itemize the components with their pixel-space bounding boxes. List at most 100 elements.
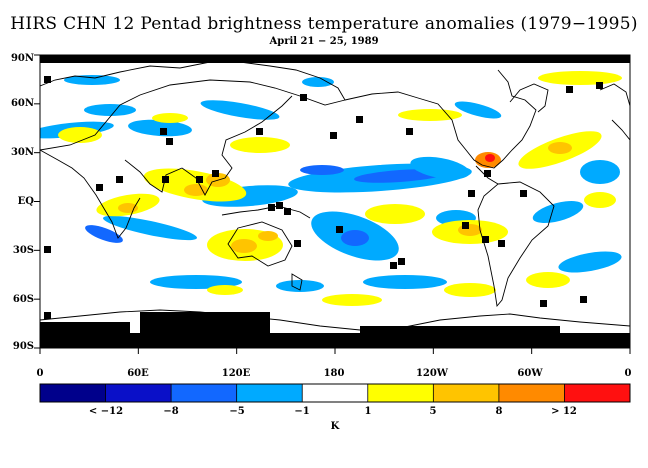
anomaly-patch xyxy=(365,204,425,224)
missing-data-cell xyxy=(468,190,475,197)
missing-data-cell xyxy=(196,176,203,183)
missing-data-cells xyxy=(40,55,630,348)
anomaly-patch xyxy=(454,101,502,119)
missing-data-cell xyxy=(44,246,51,253)
missing-data-cell xyxy=(484,170,491,177)
colorbar-swatch xyxy=(433,384,500,402)
missing-data-cell xyxy=(482,236,489,243)
anomaly-patch xyxy=(200,100,280,120)
anomaly-patch xyxy=(444,283,496,297)
anomaly-patch xyxy=(584,192,616,208)
lat-label-30s: 30S xyxy=(12,245,34,256)
missing-data-cell xyxy=(356,116,363,123)
lat-label-30n: 30N xyxy=(10,147,34,158)
colorbar-label-6: 5 xyxy=(429,406,437,417)
anomaly-patch xyxy=(398,109,462,121)
missing-data-cell xyxy=(160,128,167,135)
anomaly-patch xyxy=(548,142,572,154)
colorbar-swatch xyxy=(367,384,434,402)
lon-label-60w: 60W xyxy=(517,368,543,379)
lat-label-eq: EQ xyxy=(17,196,34,207)
missing-data-cell xyxy=(540,300,547,307)
lon-label-0: 0 xyxy=(36,368,44,379)
missing-data-cell xyxy=(330,132,337,139)
missing-data-cell xyxy=(284,208,291,215)
colorbar-label-4: −1 xyxy=(294,406,310,417)
missing-data-cell xyxy=(406,128,413,135)
missing-data-band xyxy=(40,322,130,334)
missing-data-band xyxy=(40,333,630,348)
missing-data-cell xyxy=(520,190,527,197)
anomaly-patch xyxy=(152,113,188,123)
missing-data-cell xyxy=(398,258,405,265)
anomaly-patch xyxy=(207,285,243,295)
missing-data-cell xyxy=(116,176,123,183)
missing-data-cell xyxy=(390,262,397,269)
anomaly-patch xyxy=(526,272,570,288)
missing-data-cell xyxy=(498,240,505,247)
colorbar-label-2: −8 xyxy=(163,406,179,417)
colorbar-swatch xyxy=(564,384,631,402)
missing-data-cell xyxy=(44,312,51,319)
colorbar-swatch xyxy=(171,384,238,402)
anomaly-patch xyxy=(363,275,447,289)
colorbar-label-8: > 12 xyxy=(551,406,577,417)
missing-data-cell xyxy=(580,296,587,303)
lon-label-120e: 120E xyxy=(221,368,251,379)
anomaly-patch xyxy=(322,294,382,306)
anomaly-patch xyxy=(558,251,622,273)
missing-data-cell xyxy=(96,184,103,191)
anomaly-patch xyxy=(410,156,470,180)
anomaly-patch xyxy=(84,104,136,116)
missing-data-cell xyxy=(276,202,283,209)
colorbar-swatch xyxy=(236,384,303,402)
colorbar-label-7: 8 xyxy=(495,406,503,417)
anomaly-patch xyxy=(230,137,290,153)
anomaly-patch xyxy=(184,184,208,196)
anomaly-patch xyxy=(276,280,324,292)
anomaly-patch xyxy=(300,165,344,175)
colorbar xyxy=(39,383,631,403)
missing-data-cell xyxy=(566,86,573,93)
colorbar-unit: K xyxy=(330,421,340,432)
anomaly-patch xyxy=(231,239,257,253)
axis-ticks xyxy=(34,54,631,354)
lat-label-60n: 60N xyxy=(10,98,34,109)
colorbar-swatch xyxy=(302,384,369,402)
anomaly-patch xyxy=(580,160,620,184)
colorbar-swatch xyxy=(105,384,172,402)
missing-data-cell xyxy=(462,222,469,229)
colorbar-swatch xyxy=(40,384,106,402)
lon-label-0-east: 0 xyxy=(624,368,632,379)
colorbar-swatch xyxy=(498,384,565,402)
anomaly-patch xyxy=(118,203,138,213)
missing-data-cell xyxy=(162,176,169,183)
anomaly-field xyxy=(40,71,622,306)
missing-data-cell xyxy=(166,138,173,145)
anomaly-patch xyxy=(85,225,123,243)
anomaly-patch xyxy=(64,75,120,85)
missing-data-cell xyxy=(406,326,413,333)
map-subtitle: April 21 − 25, 1989 xyxy=(269,36,379,47)
missing-data-cell xyxy=(44,76,51,83)
anomaly-patch xyxy=(58,127,102,143)
anomaly-patch xyxy=(458,224,482,236)
missing-data-cell xyxy=(294,240,301,247)
colorbar-label-1: < −12 xyxy=(88,406,124,417)
anomaly-patch xyxy=(103,215,197,241)
missing-data-band xyxy=(140,312,270,334)
map-title: HIRS CHN 12 Pentad brightness temperatur… xyxy=(10,14,638,34)
anomaly-patch xyxy=(538,71,622,85)
lat-label-60s: 60S xyxy=(12,294,34,305)
lon-label-120w: 120W xyxy=(415,368,449,379)
anomaly-patch xyxy=(532,201,584,223)
missing-data-cell xyxy=(596,82,603,89)
anomaly-patch xyxy=(302,77,334,87)
coastlines xyxy=(40,61,630,331)
missing-data-cell xyxy=(336,226,343,233)
lon-label-60e: 60E xyxy=(127,368,149,379)
missing-data-band xyxy=(360,326,560,334)
colorbar-label-3: −5 xyxy=(229,406,245,417)
colorbar-frame xyxy=(39,383,631,403)
